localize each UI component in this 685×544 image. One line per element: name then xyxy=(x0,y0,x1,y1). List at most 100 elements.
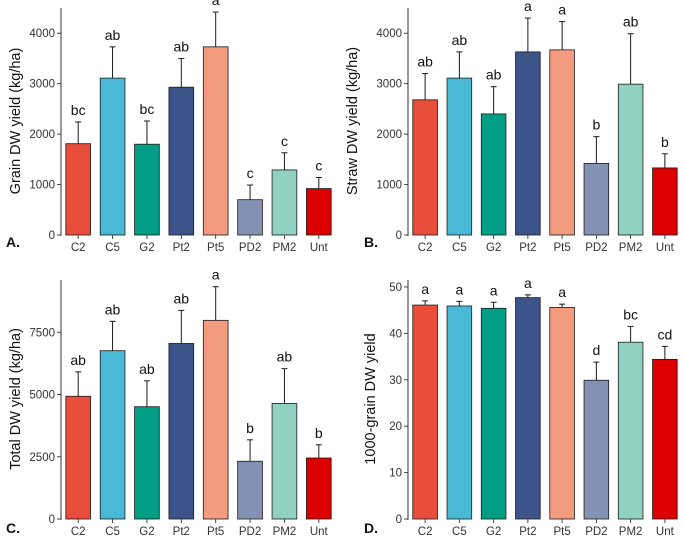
y-tick-label: 40 xyxy=(389,328,402,340)
y-tick-label: 0 xyxy=(49,514,55,526)
x-tick-label: Pt2 xyxy=(173,526,190,538)
bar-unt xyxy=(306,457,332,520)
significance-label: b xyxy=(661,134,669,150)
bar-g2 xyxy=(480,307,507,520)
significance-label: ab xyxy=(486,67,502,83)
y-tick-label: 1000 xyxy=(376,180,402,192)
y-tick-label: 20 xyxy=(389,421,402,433)
bar-unt xyxy=(652,358,678,520)
significance-label: a xyxy=(421,281,429,297)
bar-pm2 xyxy=(271,403,298,520)
x-tick-label: C2 xyxy=(418,526,433,538)
y-tick-label: 4000 xyxy=(376,28,402,40)
x-tick-label: Unt xyxy=(310,526,329,538)
x-tick-label: PM2 xyxy=(273,242,297,254)
bar-pt5 xyxy=(549,306,575,520)
y-tick-label: 4000 xyxy=(29,28,55,40)
panel-label: C. xyxy=(6,520,20,536)
panel-label: B. xyxy=(364,234,378,250)
bar-g2 xyxy=(134,406,160,520)
x-tick-label: Unt xyxy=(656,526,675,538)
significance-label: cd xyxy=(657,326,672,342)
significance-label: a xyxy=(212,0,220,8)
x-tick-label: PM2 xyxy=(619,242,643,254)
panel-label: D. xyxy=(364,520,378,536)
x-tick-label: PM2 xyxy=(273,526,297,538)
bar-c2 xyxy=(65,143,91,236)
significance-label: bc xyxy=(71,102,86,118)
bar-pd2 xyxy=(237,460,263,520)
bar-c5 xyxy=(99,350,126,520)
x-tick-label: G2 xyxy=(139,242,154,254)
significance-label: ab xyxy=(105,301,121,317)
x-tick-label: PD2 xyxy=(239,242,261,254)
y-axis-title: Total DW yield (kg/ha) xyxy=(8,328,24,470)
bar-pt5 xyxy=(202,319,229,520)
bar-c2 xyxy=(65,395,91,520)
significance-label: a xyxy=(558,284,566,300)
y-tick-label: 5000 xyxy=(29,390,55,402)
bar-unt xyxy=(306,188,332,236)
bar-pt2 xyxy=(515,297,541,520)
bar-c5 xyxy=(99,77,126,236)
bar-c2 xyxy=(412,99,438,236)
significance-label: ab xyxy=(70,352,86,368)
x-tick-label: PD2 xyxy=(585,242,607,254)
y-tick-label: 3000 xyxy=(29,79,55,91)
x-tick-label: C2 xyxy=(418,242,433,254)
x-tick-label: G2 xyxy=(486,242,501,254)
y-tick-label: 3000 xyxy=(376,79,402,91)
significance-label: d xyxy=(592,342,600,358)
significance-label: ab xyxy=(417,54,433,70)
significance-label: ab xyxy=(623,14,639,30)
significance-label: ab xyxy=(139,361,155,377)
significance-label: a xyxy=(524,275,532,291)
bar-c5 xyxy=(446,77,473,236)
x-tick-label: Pt2 xyxy=(519,242,536,254)
x-tick-label: Pt2 xyxy=(173,242,190,254)
x-tick-label: Unt xyxy=(310,242,329,254)
bar-pt5 xyxy=(202,46,229,236)
x-tick-label: Pt5 xyxy=(207,242,224,254)
bar-g2 xyxy=(134,143,160,236)
bar-pd2 xyxy=(583,162,610,236)
y-axis-title: 1000-grain DW yield xyxy=(363,333,379,464)
x-tick-label: Unt xyxy=(656,242,675,254)
x-tick-label: C5 xyxy=(105,242,120,254)
bar-pm2 xyxy=(271,169,298,236)
bar-pm2 xyxy=(617,341,644,520)
x-tick-label: G2 xyxy=(486,526,501,538)
panel-label: A. xyxy=(6,234,20,250)
bar-unt xyxy=(652,167,678,236)
y-axis-title: Straw DW yield (kg/ha) xyxy=(345,47,361,195)
y-tick-label: 2500 xyxy=(29,452,55,464)
x-tick-label: PM2 xyxy=(619,526,643,538)
x-tick-label: Pt5 xyxy=(553,526,570,538)
bar-pt2 xyxy=(515,51,541,236)
x-tick-label: PD2 xyxy=(239,526,261,538)
x-tick-label: C5 xyxy=(452,526,467,538)
significance-label: b xyxy=(246,420,254,436)
x-tick-label: G2 xyxy=(139,526,154,538)
significance-label: b xyxy=(592,117,600,133)
significance-label: bc xyxy=(140,101,155,117)
significance-label: ab xyxy=(174,290,190,306)
y-tick-label: 30 xyxy=(389,375,402,387)
bar-pt5 xyxy=(549,49,575,236)
y-tick-label: 0 xyxy=(49,230,55,242)
x-tick-label: C2 xyxy=(71,526,86,538)
bar-g2 xyxy=(480,113,507,236)
x-tick-label: Pt5 xyxy=(553,242,570,254)
y-tick-label: 2000 xyxy=(376,129,402,141)
panel-b-straw-yield: 0 1000 2000 3000 4000 Straw DW yield (kg/ha) B… xyxy=(345,0,678,254)
panel-a-grain-yield: 0 1000 2000 3000 4000 Grain DW yield (kg/ha) A… xyxy=(6,0,332,254)
significance-label: ab xyxy=(105,27,121,43)
significance-label: c xyxy=(315,157,322,173)
x-tick-label: PD2 xyxy=(585,526,607,538)
significance-label: b xyxy=(315,425,323,441)
significance-label: c xyxy=(247,165,254,181)
y-tick-label: 10 xyxy=(389,468,402,480)
significance-label: a xyxy=(455,281,463,297)
significance-label: ab xyxy=(174,38,190,54)
